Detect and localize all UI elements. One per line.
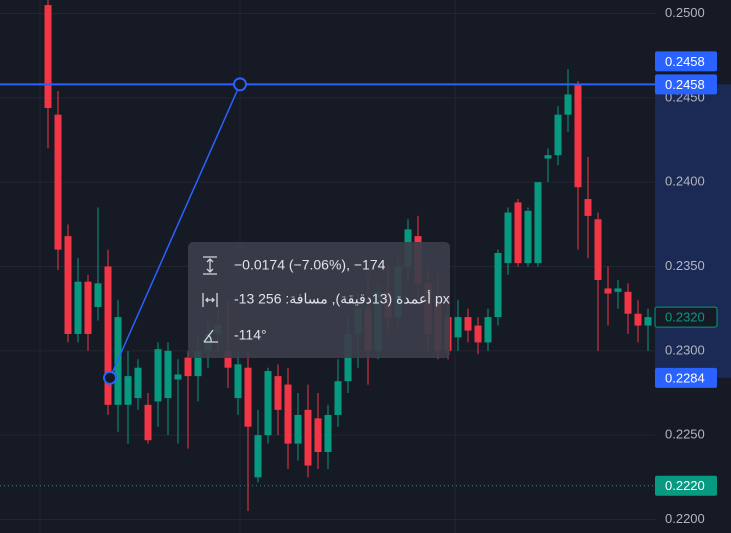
candle-body — [54, 114, 62, 250]
candle-body — [244, 367, 252, 427]
candle-body — [164, 350, 172, 399]
candle-body — [634, 313, 642, 326]
candle-body — [134, 367, 142, 399]
candle-body — [274, 376, 282, 410]
candle-body — [234, 364, 242, 399]
price-badge-label: 0.2284 — [665, 370, 705, 385]
candle-body — [484, 317, 492, 343]
candle-body — [584, 199, 592, 216]
y-tick-label: 0.2250 — [665, 427, 705, 442]
candle-body — [304, 409, 312, 466]
y-tick-label: 0.2300 — [665, 342, 705, 357]
y-tick-label: 0.2350 — [665, 258, 705, 273]
candle-body — [554, 114, 562, 156]
candle-body — [534, 182, 542, 264]
measure-tooltip: −0.0174 (−7.06%), −174 -13 أعمدة (13دقيق… — [188, 242, 450, 358]
candle-body — [284, 384, 292, 444]
candle-body — [574, 84, 582, 188]
candle-body — [624, 291, 632, 314]
trend-handle — [103, 370, 117, 385]
candle-body — [154, 349, 162, 402]
candle-body — [504, 212, 512, 264]
candle-body — [74, 281, 82, 334]
y-tick-label: 0.2400 — [665, 174, 705, 189]
y-tick-label: 0.2500 — [665, 5, 705, 20]
price-badge-label: 0.2458 — [665, 54, 705, 69]
price-badge — [655, 367, 717, 388]
candle-body — [254, 435, 262, 478]
candle-body — [224, 350, 232, 368]
candle-body — [144, 404, 152, 441]
tooltip-icons — [202, 256, 218, 343]
candle-body — [104, 266, 112, 405]
candle-body — [644, 317, 652, 326]
price-badge — [655, 475, 717, 496]
price-badge — [655, 74, 717, 95]
price-badge — [655, 51, 717, 72]
candle-body — [544, 155, 552, 159]
candle-body — [184, 357, 192, 377]
trend-handle — [233, 77, 247, 92]
y-tick-label: 0.2200 — [665, 511, 705, 526]
tooltip-change: −0.0174 (−7.06%), −174 — [234, 257, 386, 273]
trend-line — [109, 84, 241, 379]
candle-body — [94, 283, 102, 307]
candle-body — [264, 371, 272, 436]
candle-body — [594, 219, 602, 280]
candle-body — [44, 5, 52, 108]
price-badge-label: 0.2320 — [665, 310, 705, 325]
candle-body — [174, 374, 182, 380]
price-badge — [654, 306, 718, 328]
candle-body — [64, 236, 72, 334]
candle-body — [194, 350, 202, 377]
candle-body — [464, 317, 472, 331]
candle-body — [494, 253, 502, 318]
tooltip-angle: -114° — [234, 327, 267, 343]
candle-body — [474, 325, 482, 343]
tooltip-range: -13 أعمدة (13دقيقة), مسافة: 256 px — [234, 289, 450, 307]
candle-body — [124, 376, 132, 405]
candle-body — [614, 288, 622, 292]
candle-body — [334, 381, 342, 415]
candle-body — [324, 414, 332, 453]
candle-body — [454, 317, 462, 338]
candle-body — [514, 202, 522, 264]
range-highlight — [655, 84, 731, 378]
candle-body — [524, 210, 532, 264]
candle-body — [564, 94, 572, 115]
price-badge-label: 0.2220 — [665, 478, 705, 493]
tooltip-box — [188, 242, 450, 358]
candle-body — [84, 281, 92, 334]
candle-body — [314, 418, 322, 453]
candle-body — [294, 414, 302, 444]
price-badge-label: 0.2458 — [665, 77, 705, 92]
candle-body — [604, 288, 612, 294]
